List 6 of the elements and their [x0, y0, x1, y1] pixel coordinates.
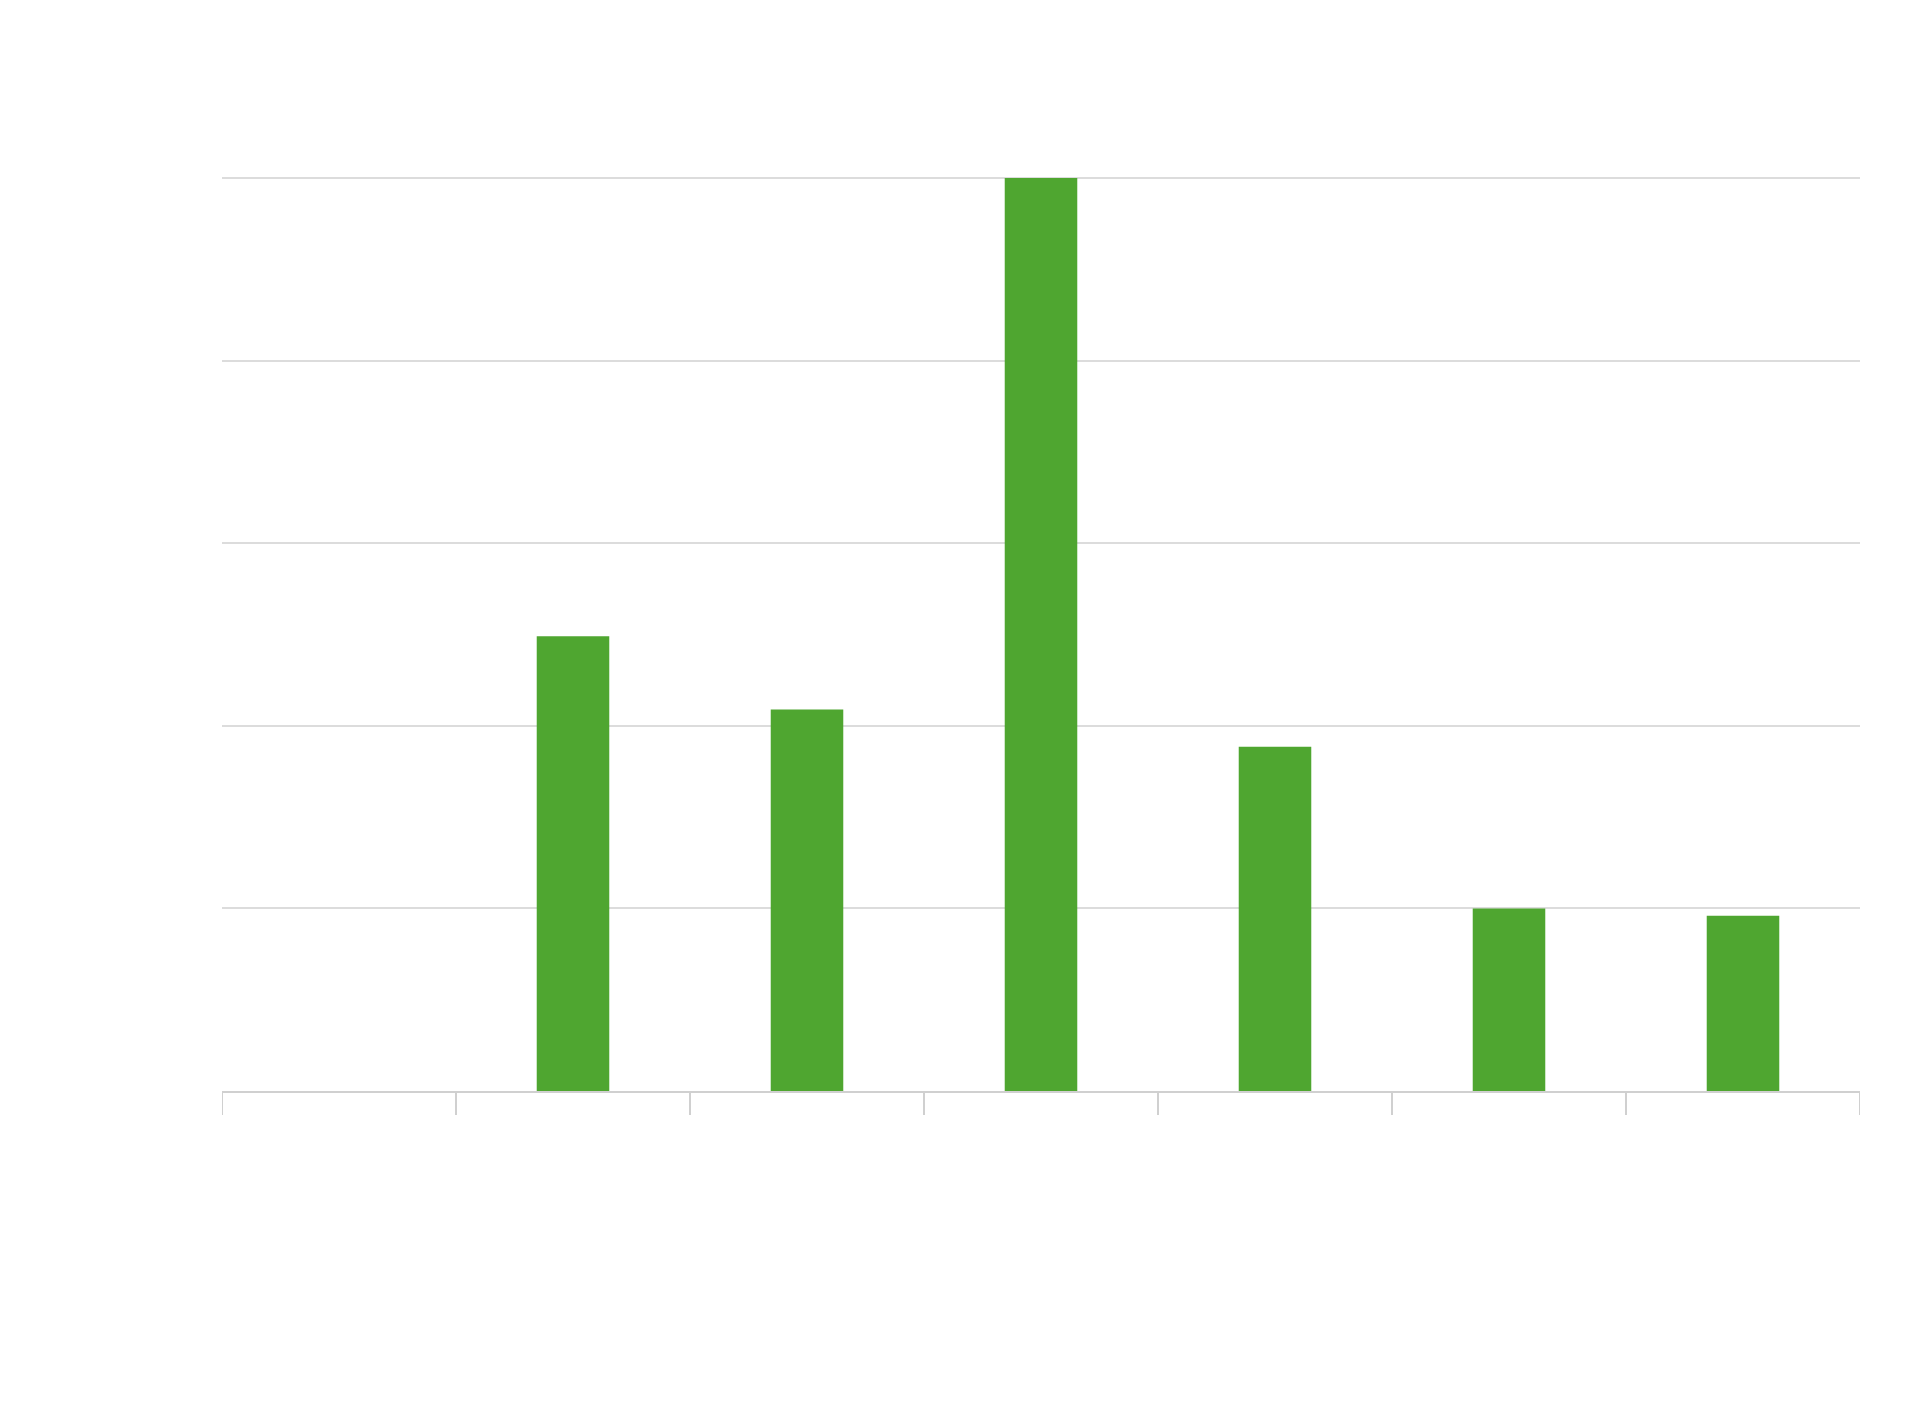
bar — [1004, 178, 1078, 1091]
bar — [1238, 746, 1312, 1091]
bar — [536, 636, 610, 1091]
bar — [770, 709, 844, 1091]
bar — [1472, 908, 1546, 1091]
bar — [1706, 915, 1780, 1091]
